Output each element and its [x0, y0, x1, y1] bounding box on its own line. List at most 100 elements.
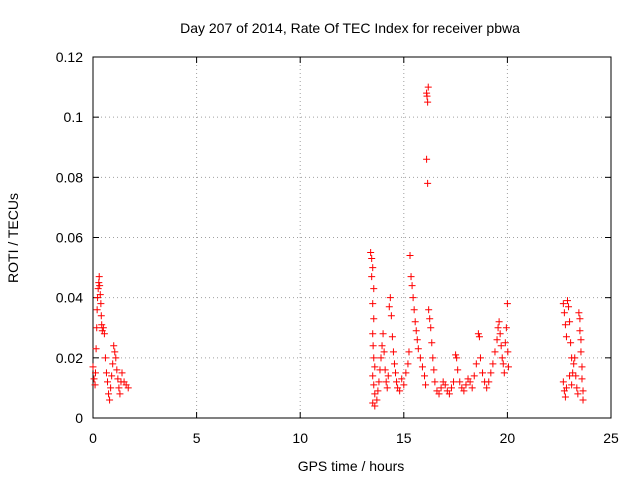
data-point — [462, 381, 470, 389]
data-point — [400, 381, 408, 389]
data-point — [501, 339, 509, 347]
axis-ticks: 0 0.02 0.04 0.06 0.08 0.1 0.12 0 5 10 15 20 25 — [56, 49, 619, 446]
data-point — [94, 285, 102, 293]
data-point — [502, 324, 510, 332]
data-point — [423, 92, 431, 100]
data-point — [107, 384, 115, 392]
data-point — [370, 354, 378, 362]
data-point — [423, 155, 431, 163]
data-point — [577, 336, 585, 344]
y-tick-label: 0.12 — [56, 49, 83, 65]
data-point — [106, 396, 114, 404]
y-tick-label: 0.04 — [56, 290, 83, 306]
data-point — [428, 339, 436, 347]
data-point — [110, 342, 118, 350]
data-point — [369, 342, 377, 350]
data-point — [118, 369, 126, 377]
data-point — [447, 384, 455, 392]
data-point — [92, 345, 100, 353]
data-point — [453, 354, 461, 362]
data-point — [576, 315, 584, 323]
data-point — [491, 348, 499, 356]
x-axis-label: GPS time / hours — [298, 458, 405, 474]
data-point — [371, 390, 379, 398]
data-point — [373, 396, 381, 404]
x-tick-label: 0 — [89, 430, 97, 446]
data-point — [368, 273, 376, 281]
grid — [93, 57, 611, 418]
data-point — [578, 363, 586, 371]
data-point — [418, 363, 426, 371]
data-point — [460, 387, 468, 395]
data-point — [472, 360, 480, 368]
data-point — [479, 369, 487, 377]
data-point — [369, 300, 377, 308]
data-point — [456, 378, 464, 386]
y-axis-label: ROTI / TECUs — [5, 193, 21, 283]
data-point — [97, 300, 105, 308]
data-point — [398, 375, 406, 383]
data-point — [386, 294, 394, 302]
y-tick-label: 0.02 — [56, 350, 83, 366]
data-point — [499, 360, 507, 368]
data-point — [504, 348, 512, 356]
y-tick-label: 0.06 — [56, 230, 83, 246]
data-point — [576, 327, 584, 335]
data-point — [371, 363, 379, 371]
data-point — [566, 372, 574, 380]
data-point — [379, 330, 387, 338]
data-point — [452, 351, 460, 359]
data-point — [483, 384, 491, 392]
data-point — [563, 297, 571, 305]
data-point — [429, 354, 437, 362]
y-tick-label: 0.1 — [64, 109, 84, 125]
data-point — [406, 252, 414, 260]
data-point — [102, 369, 110, 377]
data-point — [382, 378, 390, 386]
data-point — [574, 390, 582, 398]
data-point — [96, 282, 104, 290]
data-point — [421, 372, 429, 380]
data-point — [114, 375, 122, 383]
data-point — [579, 396, 587, 404]
data-point — [571, 354, 579, 362]
data-point — [560, 309, 568, 317]
data-point — [572, 372, 580, 380]
data-point — [416, 354, 424, 362]
x-tick-label: 5 — [193, 430, 201, 446]
data-point — [387, 312, 395, 320]
data-point — [566, 318, 574, 326]
data-point — [427, 324, 435, 332]
data-point — [468, 384, 476, 392]
data-point — [374, 387, 382, 395]
data-point — [424, 83, 432, 91]
data-point — [470, 372, 478, 380]
data-point — [95, 273, 103, 281]
data-point — [385, 303, 393, 311]
data-point — [407, 273, 415, 281]
x-tick-label: 25 — [603, 430, 619, 446]
data-point — [577, 348, 585, 356]
data-point — [389, 348, 397, 356]
data-point — [369, 264, 377, 272]
data-point — [476, 354, 484, 362]
data-point — [424, 179, 432, 187]
y-tick-label: 0 — [75, 410, 83, 426]
data-point — [111, 348, 119, 356]
data-point — [390, 360, 398, 368]
x-tick-label: 10 — [292, 430, 308, 446]
data-point — [568, 381, 576, 389]
data-point — [370, 381, 378, 389]
data-point — [485, 378, 493, 386]
data-point — [569, 369, 577, 377]
data-point — [368, 255, 376, 263]
data-point — [380, 348, 388, 356]
chart-title: Day 207 of 2014, Rate Of TEC Index for r… — [180, 20, 520, 36]
data-point — [99, 324, 107, 332]
data-point — [431, 378, 439, 386]
data-point — [489, 360, 497, 368]
data-point — [495, 318, 503, 326]
data-point — [435, 390, 443, 398]
data-point — [424, 98, 432, 106]
